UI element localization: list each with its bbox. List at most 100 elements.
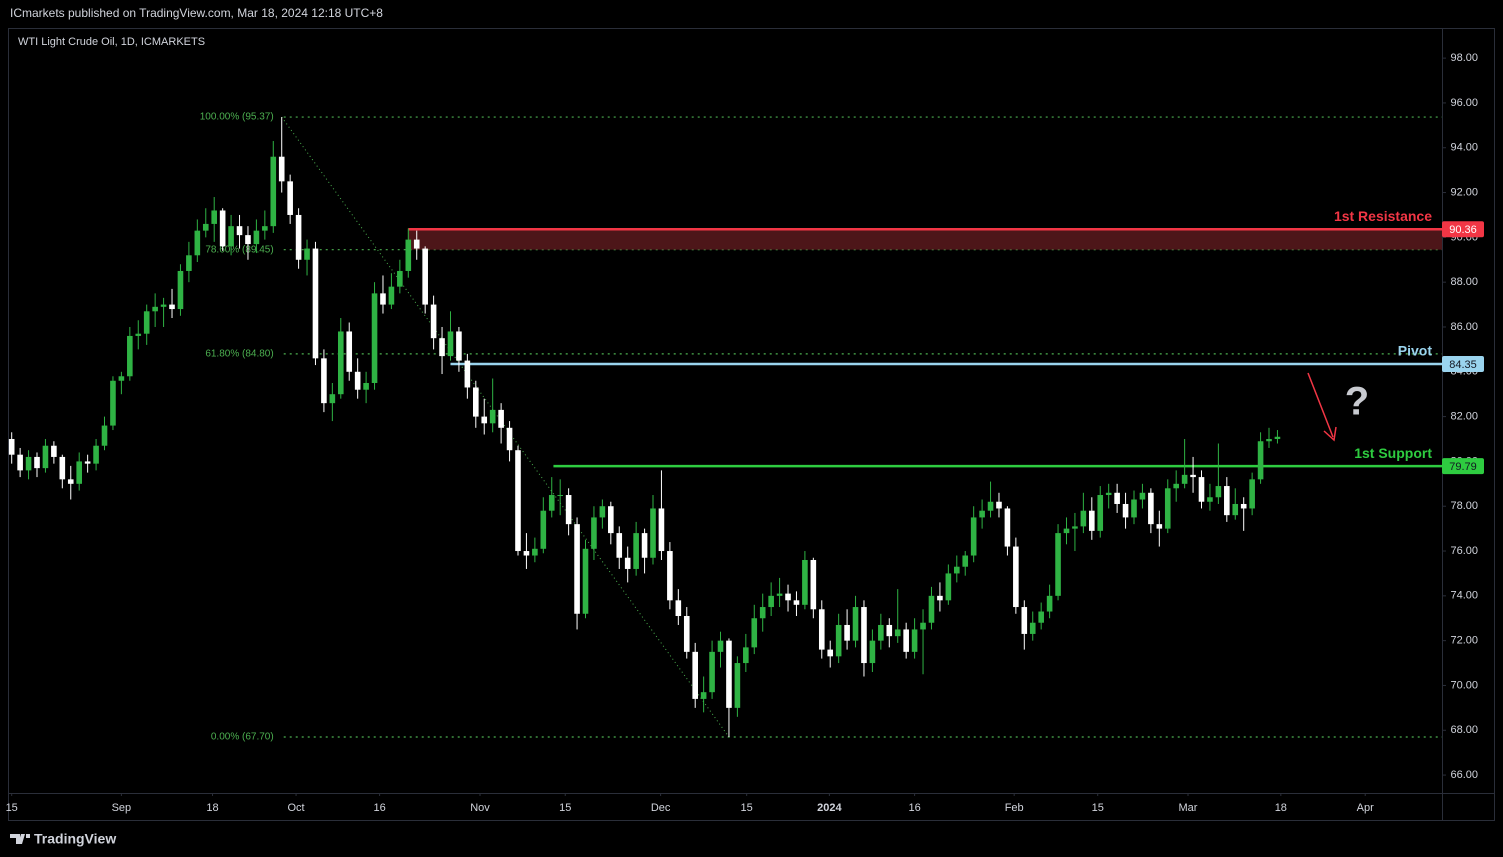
candle-body [1013, 546, 1019, 608]
candle-body [658, 508, 665, 552]
candle-body [405, 239, 412, 271]
candle-body [937, 595, 943, 601]
candle-body [827, 649, 834, 657]
candle-body [591, 517, 597, 549]
candle-body [245, 235, 251, 245]
candle-body [1148, 492, 1154, 525]
candle-body [67, 479, 74, 484]
candle-body [388, 286, 395, 305]
candle-body [1131, 499, 1137, 518]
candle-body [852, 607, 859, 641]
x-tick-label: 15 [559, 802, 571, 814]
candle-body [1038, 611, 1044, 623]
x-tick-label: Oct [287, 802, 304, 814]
candle-body [734, 663, 741, 708]
candle-body [329, 394, 336, 404]
candle-body [1190, 474, 1196, 478]
candle-body [127, 335, 133, 377]
candle-body [25, 456, 32, 471]
candle-body [844, 624, 850, 641]
candle-body [1274, 436, 1281, 440]
candle-body [84, 461, 91, 464]
candle-body [1198, 477, 1205, 502]
candle-body [1156, 524, 1163, 529]
y-tick-label: 74.00 [1450, 590, 1478, 602]
x-tick-label: 15 [741, 802, 753, 814]
candle-body [34, 456, 40, 469]
candle-body [135, 333, 142, 336]
candle-body [1105, 492, 1112, 496]
candle-body [363, 382, 369, 390]
candle-body [1114, 492, 1120, 504]
candle-body [776, 593, 783, 596]
candle-body [886, 624, 893, 637]
candle-body [548, 495, 555, 511]
candle-body [920, 622, 926, 630]
x-tick-label: 16 [908, 802, 920, 814]
candle-body [1224, 486, 1230, 516]
candle-body [321, 358, 327, 404]
y-tick-label: 88.00 [1450, 276, 1478, 288]
candle-body [650, 508, 656, 558]
candle-body [202, 223, 209, 231]
footer: TradingView [34, 831, 116, 847]
candle-body [1122, 503, 1129, 518]
candle-body [270, 156, 277, 227]
candle-body [768, 595, 774, 608]
candle-body [1097, 495, 1104, 531]
candle-body [1266, 439, 1272, 442]
candle-body [160, 304, 167, 307]
candle-body [489, 409, 496, 424]
candle-body [228, 226, 234, 247]
level-name: Pivot [1398, 343, 1433, 359]
price-tag-label: 90.36 [1449, 224, 1477, 236]
fib-label: 0.00% (67.70) [211, 732, 274, 743]
candle-body [515, 450, 521, 552]
candle-body [574, 524, 580, 614]
candle-body [810, 559, 817, 610]
candle-body [1257, 441, 1264, 480]
y-tick-label: 70.00 [1450, 679, 1478, 691]
level-name: 1st Support [1354, 445, 1432, 461]
candle-body [262, 226, 268, 231]
candle-body [236, 226, 243, 236]
y-tick-label: 82.00 [1450, 411, 1478, 423]
candle-body [194, 230, 201, 256]
y-tick-label: 92.00 [1450, 186, 1478, 198]
candle-body [751, 618, 758, 648]
candle-body [557, 495, 563, 497]
candle-body [186, 255, 192, 271]
candle-body [506, 427, 513, 451]
candle-body [42, 445, 49, 469]
x-tick-label: 15 [1092, 802, 1104, 814]
candle-body [304, 248, 310, 260]
candle-body [970, 517, 977, 556]
level-name: 1st Resistance [1334, 208, 1432, 224]
candle-body [1089, 510, 1095, 531]
candle-body [987, 501, 994, 511]
candle-body [380, 293, 386, 305]
candle-body [422, 248, 428, 305]
candle-body [76, 461, 82, 484]
candle-body [1232, 503, 1239, 516]
x-tick-label: Nov [470, 802, 490, 814]
candle-body [608, 506, 614, 534]
candle-body [211, 210, 218, 224]
x-tick-label: 15 [6, 802, 18, 814]
candle-body [633, 533, 639, 569]
x-tick-label: 16 [373, 802, 385, 814]
candle-body [624, 557, 631, 569]
y-tick-label: 96.00 [1450, 97, 1478, 109]
candle-body [1080, 510, 1087, 527]
candle-body [878, 624, 884, 641]
fib-label: 61.80% (84.80) [205, 349, 273, 360]
candle-body [953, 566, 960, 574]
candle-body [861, 607, 867, 664]
candle-body [371, 293, 378, 383]
candle-body [59, 456, 66, 480]
candle-body [911, 629, 918, 652]
candle-body [1055, 533, 1061, 596]
candle-body [1215, 486, 1222, 498]
